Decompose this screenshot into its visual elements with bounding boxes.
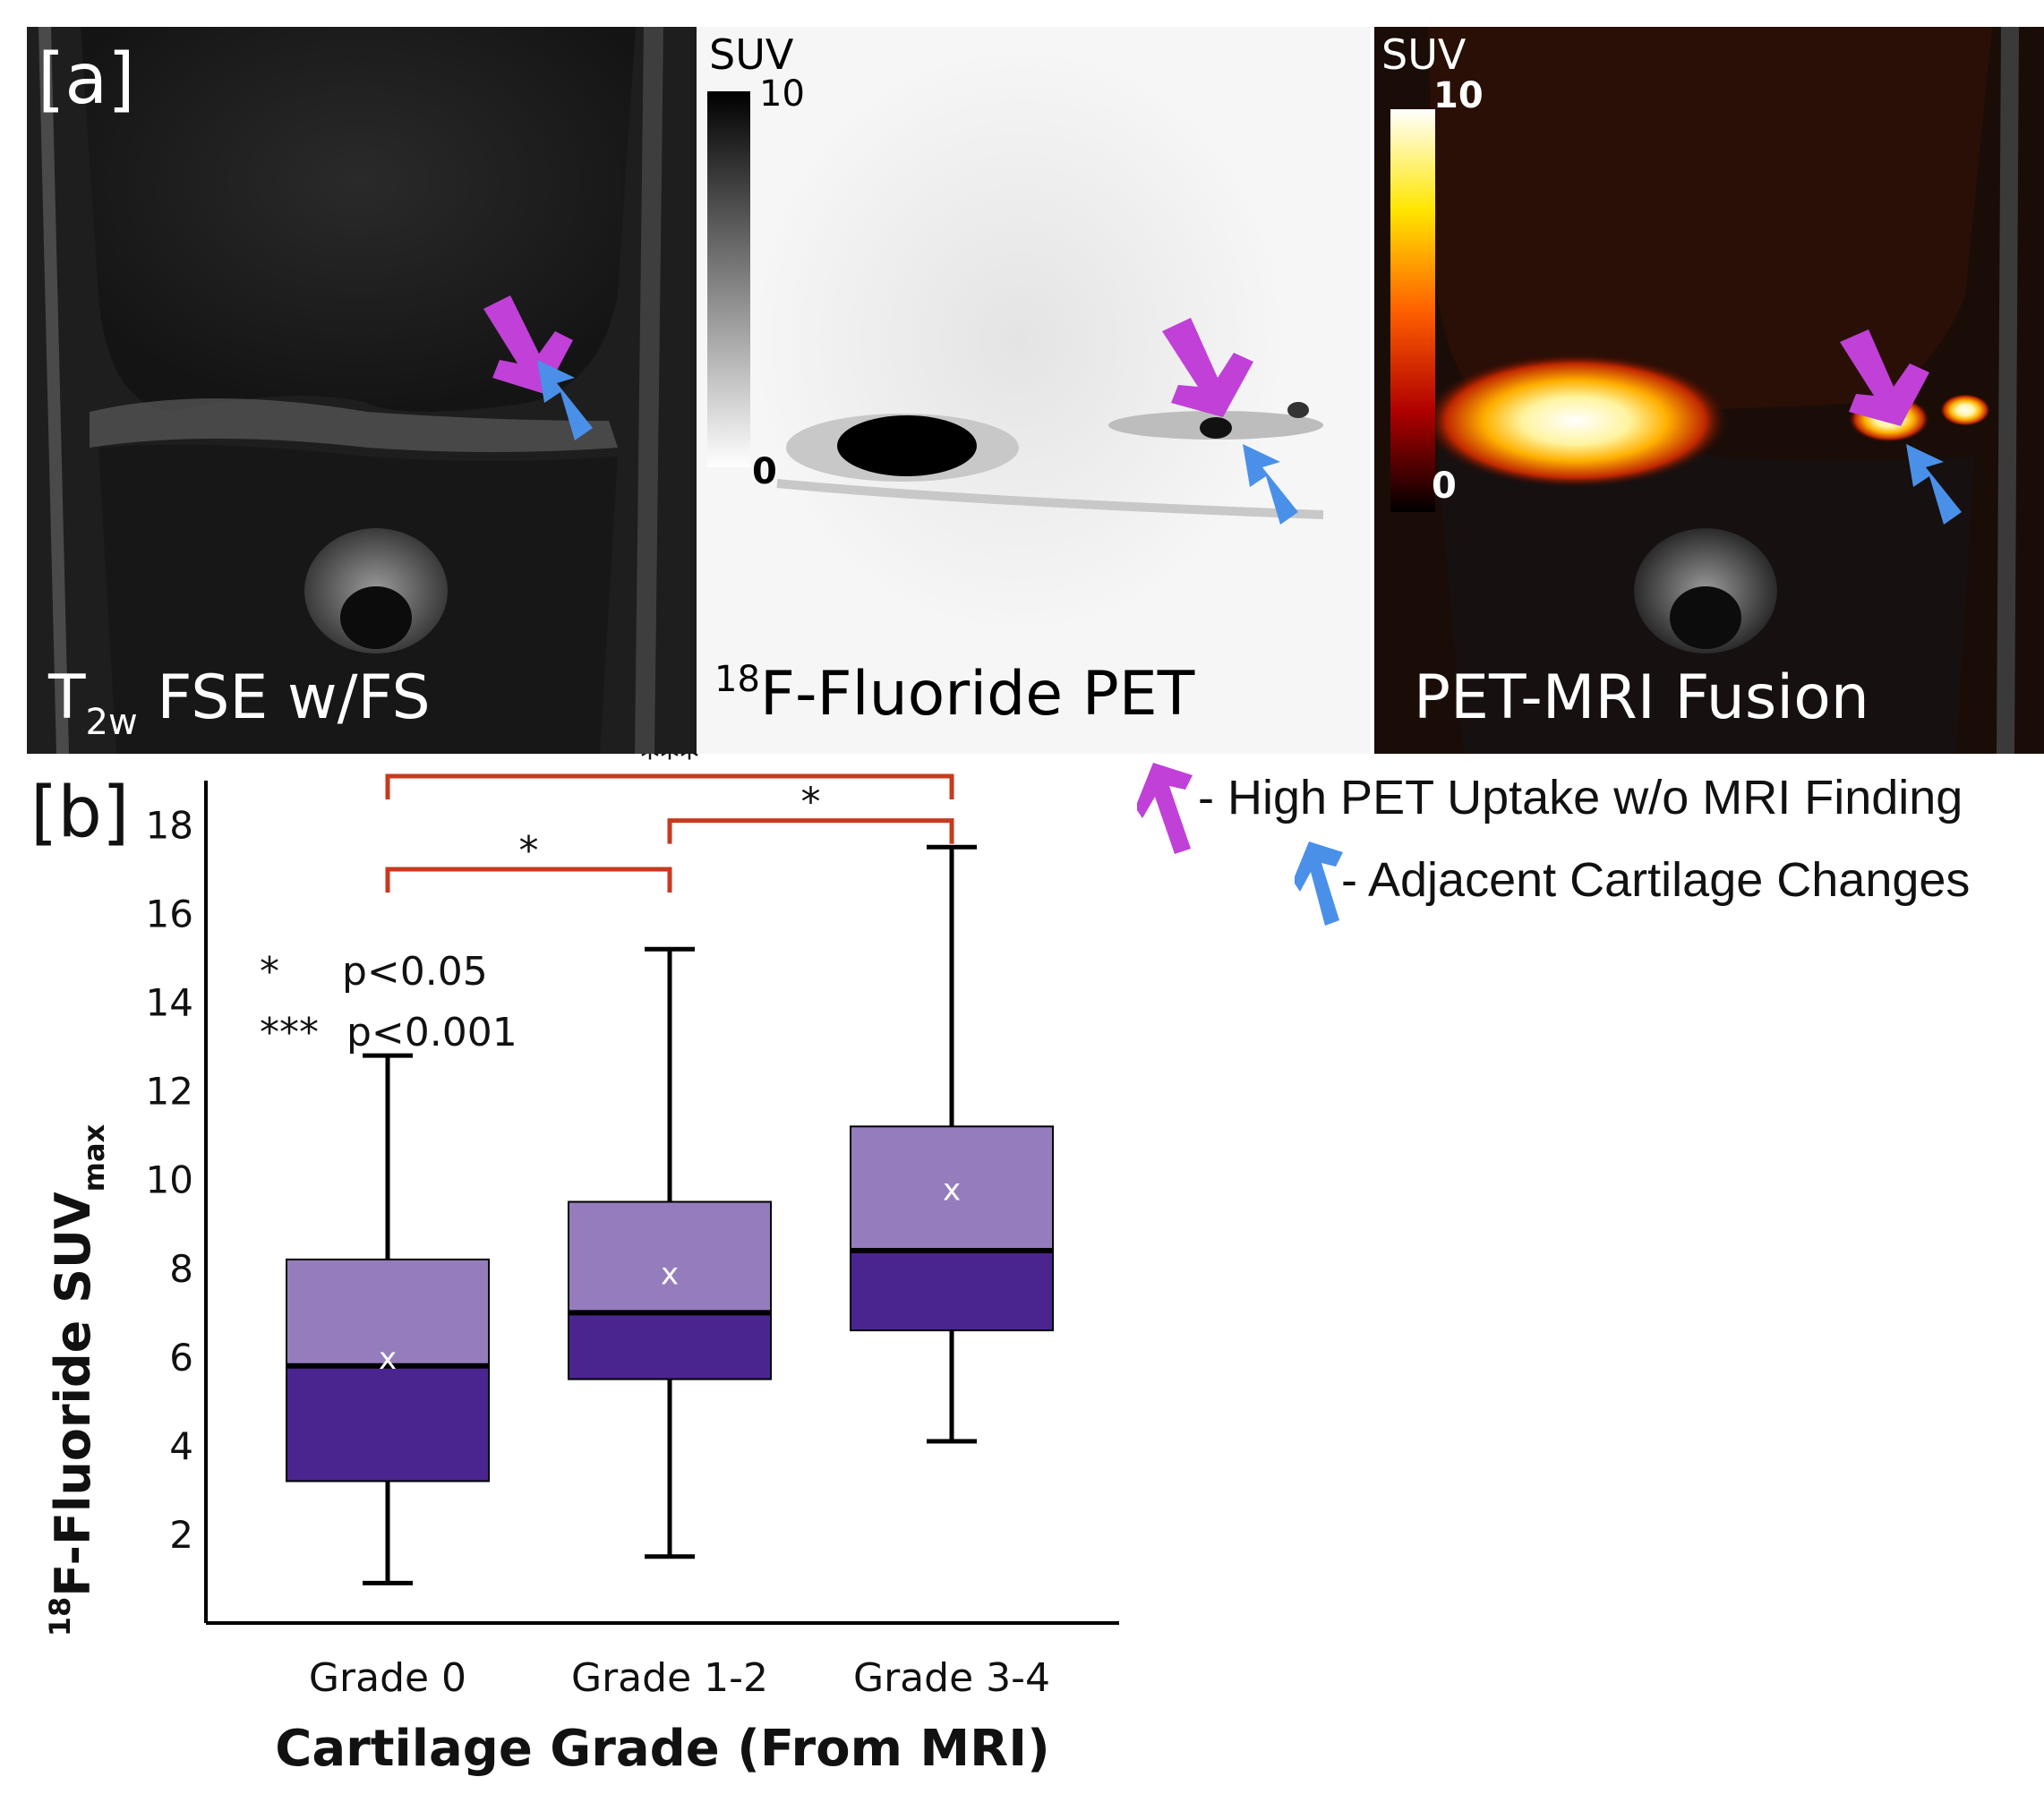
mri-caption-main: T xyxy=(48,662,86,733)
pet-colorbar-title: SUV xyxy=(709,30,794,79)
pet-mri-fusion-image: SUV 10 0 PET-MRI Fusion xyxy=(1374,27,2044,754)
legend-item-high-uptake: - High PET Uptake w/o MRI Finding xyxy=(1198,771,1963,824)
x-tick-label: Grade 3-4 xyxy=(853,1655,1050,1701)
mri-caption-sub: 2w xyxy=(85,702,138,743)
magenta-arrow-icon xyxy=(1162,318,1253,417)
x-axis-label: Cartilage Grade (From MRI) xyxy=(275,1720,1049,1778)
bracket-line xyxy=(385,773,954,800)
pet-caption: 18F-Fluoride PET xyxy=(714,659,1194,730)
mri-caption: T2w FSE w/FS xyxy=(48,662,431,743)
fusion-colorbar xyxy=(1390,109,1435,512)
panel-b-label: [b] xyxy=(30,773,129,853)
bracket-label: * xyxy=(519,828,539,874)
y-tick-label: 14 xyxy=(146,981,193,1025)
upper-box xyxy=(568,1200,772,1314)
y-tick-label: 18 xyxy=(146,804,193,848)
pet-colorbar-max: 10 xyxy=(759,73,805,115)
x-axis: Grade 0 Grade 1-2 Grade 3-4 xyxy=(206,1621,1119,1701)
mean-marker: x xyxy=(379,1341,397,1377)
y-axis: 2 4 6 8 10 12 14 16 18 xyxy=(146,781,208,1623)
mean-marker: x xyxy=(661,1257,679,1293)
fusion-colorbar-title: SUV xyxy=(1381,30,1467,79)
y-axis-label-main: F-Fluoride SUV xyxy=(45,1192,101,1597)
pet-caption-sup: 18 xyxy=(714,659,760,700)
pet-fluoride-image: SUV 10 0 18F-Fluoride PET xyxy=(697,27,1370,754)
upper-box xyxy=(286,1258,490,1367)
significance-key: * p<0.05 *** p<0.001 xyxy=(260,949,517,1055)
key-symbol: * xyxy=(260,949,279,995)
pet-colorbar-min: 0 xyxy=(752,451,777,492)
y-tick-label: 8 xyxy=(169,1247,193,1291)
y-tick-label: 10 xyxy=(146,1158,193,1202)
key-text: p<0.001 xyxy=(346,1010,517,1055)
key-text: p<0.05 xyxy=(342,949,488,995)
bracket-line xyxy=(667,818,954,844)
pet-caption-rest: F-Fluoride PET xyxy=(759,659,1195,730)
lower-box xyxy=(286,1364,490,1482)
legend-magenta-arrow-icon xyxy=(1137,763,1193,854)
mri-t2w-image: [a] T2w FSE w/FS xyxy=(27,27,697,754)
key-symbol: *** xyxy=(260,1010,319,1055)
mri-caption-rest: FSE w/FS xyxy=(137,662,431,733)
fusion-illustration xyxy=(1374,27,2044,754)
legend-blue-arrow-icon xyxy=(1295,841,1343,926)
x-tick-label: Grade 0 xyxy=(309,1655,466,1701)
blue-arrow-icon xyxy=(537,360,593,440)
significance-bracket: *** xyxy=(385,754,954,800)
y-tick-label: 12 xyxy=(146,1070,193,1114)
significance-bracket: * xyxy=(667,780,954,844)
bracket-label: * xyxy=(801,780,821,825)
x-tick-label: Grade 1-2 xyxy=(571,1655,768,1701)
pet-colorbar xyxy=(707,91,750,467)
mean-marker: x xyxy=(943,1173,961,1209)
significance-bracket: * xyxy=(385,828,672,893)
blue-arrow-icon xyxy=(1243,444,1298,525)
box-grade-3-4: x xyxy=(850,844,1054,1444)
mri-knee-illustration xyxy=(27,27,697,754)
box-grade-1-2: x xyxy=(568,946,772,1559)
lower-box xyxy=(568,1311,772,1380)
blue-arrow-icon xyxy=(1906,444,1962,525)
bracket-line xyxy=(385,867,672,893)
y-tick-label: 4 xyxy=(169,1424,193,1468)
lower-box xyxy=(850,1249,1054,1332)
bracket-label: *** xyxy=(640,754,699,781)
fusion-colorbar-min: 0 xyxy=(1432,466,1457,507)
y-axis-label-sub: max xyxy=(77,1123,111,1192)
box-grade-0: x xyxy=(286,1053,490,1585)
fusion-colorbar-max: 10 xyxy=(1433,75,1484,116)
y-tick-label: 6 xyxy=(169,1336,193,1380)
y-axis-label-sup: 18 xyxy=(43,1597,77,1637)
y-axis-label: 18F-Fluoride SUVmax xyxy=(43,1123,111,1636)
y-tick-label: 2 xyxy=(169,1513,193,1557)
significance-brackets: ***** xyxy=(385,754,954,893)
pet-uptake-illustration xyxy=(697,27,1370,754)
box-series: x x x xyxy=(286,844,1054,1585)
fusion-caption: PET-MRI Fusion xyxy=(1414,662,1869,733)
panel-a-label: [a] xyxy=(38,39,135,120)
legend-item-cartilage-changes: - Adjacent Cartilage Changes xyxy=(1341,853,1971,907)
y-tick-label: 16 xyxy=(146,893,193,936)
magenta-arrow-icon xyxy=(1840,329,1929,426)
upper-box xyxy=(850,1125,1054,1252)
